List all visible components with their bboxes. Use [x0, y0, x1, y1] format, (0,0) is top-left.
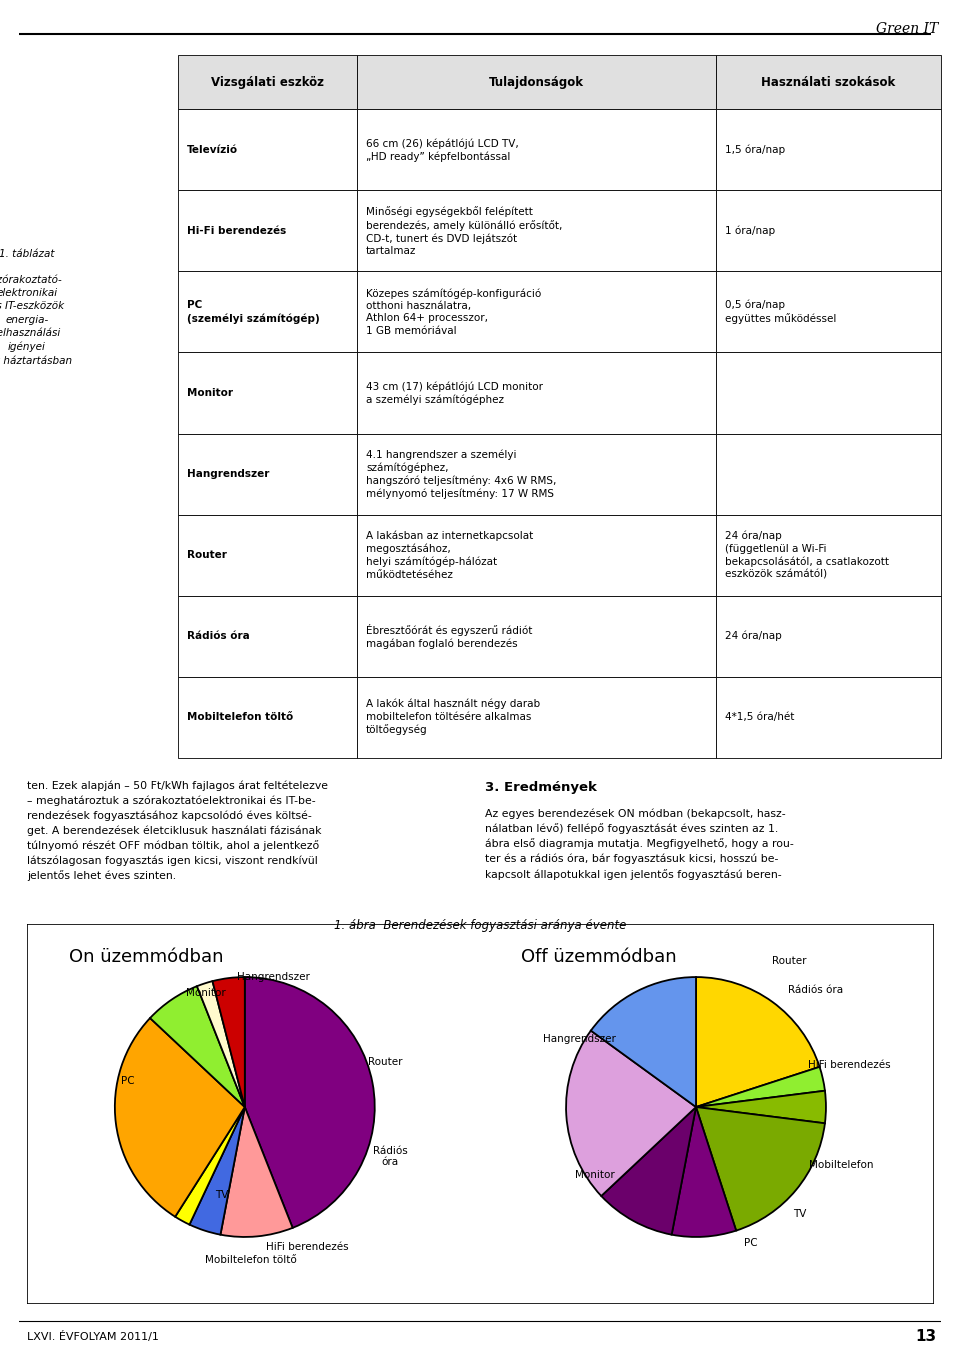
Wedge shape [696, 1107, 825, 1231]
Text: 1. ábra  Berendezések fogyasztási aránya évente: 1. ábra Berendezések fogyasztási aránya … [334, 919, 626, 932]
Wedge shape [197, 981, 245, 1107]
Bar [178, 677, 357, 758]
Wedge shape [696, 977, 820, 1107]
Text: Televízió: Televízió [187, 145, 238, 156]
Wedge shape [590, 977, 696, 1107]
Text: Minőségi egységekből felépített
berendezés, amely különálló erősítőt,
CD-t, tune: Minőségi egységekből felépített berendez… [366, 206, 563, 257]
Text: On üzemmódban: On üzemmódban [69, 949, 224, 966]
Text: 66 cm (26) képátlójú LCD TV,
„HD ready” képfelbontással: 66 cm (26) képátlójú LCD TV, „HD ready” … [366, 138, 518, 161]
Bar [357, 109, 715, 191]
Bar [357, 595, 715, 677]
Text: 3. Eredmények: 3. Eredmények [485, 781, 597, 794]
Text: Az egyes berendezések ON módban (bekapcsolt, hasz-
nálatban lévő) fellépő fogyas: Az egyes berendezések ON módban (bekapcs… [485, 808, 794, 879]
Text: Tulajdonságok: Tulajdonságok [489, 75, 584, 89]
Bar [178, 434, 357, 515]
Text: TV: TV [215, 1190, 228, 1200]
Bar [715, 595, 941, 677]
Text: 13: 13 [915, 1330, 936, 1343]
Text: A lakásban az internetkapcsolat
megosztásához,
helyi számítógép-hálózat
működtet: A lakásban az internetkapcsolat megosztá… [366, 531, 534, 580]
Text: 24 óra/nap: 24 óra/nap [725, 631, 781, 642]
Bar [715, 272, 941, 352]
Wedge shape [221, 1107, 293, 1237]
Text: Hangrendszer: Hangrendszer [542, 1035, 615, 1044]
Wedge shape [696, 1091, 826, 1123]
Bar [715, 191, 941, 272]
Text: Router: Router [772, 957, 806, 966]
Text: Közepes számítógép-konfiguráció
otthoni használatra,
Athlon 64+ processzor,
1 GB: Közepes számítógép-konfiguráció otthoni … [366, 288, 541, 336]
Text: 1 óra/nap: 1 óra/nap [725, 225, 775, 236]
Bar [715, 677, 941, 758]
Bar [715, 434, 941, 515]
Text: Hangrendszer: Hangrendszer [187, 470, 269, 479]
Text: Mobiltelefon töltő: Mobiltelefon töltő [187, 713, 293, 722]
Bar [715, 55, 941, 109]
Wedge shape [150, 986, 245, 1107]
Bar [715, 515, 941, 595]
Text: Használati szokások: Használati szokások [761, 75, 896, 89]
Bar [178, 272, 357, 352]
Wedge shape [566, 1031, 696, 1196]
Text: 1,5 óra/nap: 1,5 óra/nap [725, 145, 785, 156]
Bar [715, 109, 941, 191]
Bar [178, 55, 357, 109]
Text: 1. táblázat

Szórakoztató-
elektronikai
és IT-eszközök
energia-
felhasználási
ig: 1. táblázat Szórakoztató- elektronikai é… [0, 248, 72, 366]
Wedge shape [672, 1107, 736, 1237]
Text: Hi-Fi berendezés: Hi-Fi berendezés [187, 227, 286, 236]
Bar [357, 677, 715, 758]
Bar [357, 55, 715, 109]
Text: Mobiltelefon töltő: Mobiltelefon töltő [205, 1256, 298, 1265]
Text: Hangrendszer: Hangrendszer [237, 972, 310, 981]
Bar [357, 272, 715, 352]
Bar [357, 352, 715, 434]
Text: Mobiltelefon: Mobiltelefon [809, 1160, 874, 1171]
Text: ten. Ezek alapján – 50 Ft/kWh fajlagos árat feltételezve
– meghatároztuk a szóra: ten. Ezek alapján – 50 Ft/kWh fajlagos á… [27, 781, 328, 882]
Text: PC: PC [121, 1076, 134, 1087]
Text: Router: Router [368, 1057, 402, 1066]
Bar [178, 352, 357, 434]
Bar [357, 434, 715, 515]
Text: Green IT: Green IT [876, 22, 938, 35]
Bar [357, 191, 715, 272]
Text: 24 óra/nap
(függetlenül a Wi-Fi
bekapcsolásától, a csatlakozott
eszközök számátó: 24 óra/nap (függetlenül a Wi-Fi bekapcso… [725, 531, 889, 579]
Text: TV: TV [793, 1208, 806, 1219]
Text: 43 cm (17) képátlójú LCD monitor
a személyi számítógéphez: 43 cm (17) képátlójú LCD monitor a szemé… [366, 381, 543, 405]
Bar [715, 352, 941, 434]
Text: LXVI. ÉVFOLYAM 2011/1: LXVI. ÉVFOLYAM 2011/1 [27, 1331, 158, 1342]
Text: Monitor: Monitor [187, 388, 232, 399]
Text: Off üzemmódban: Off üzemmódban [520, 949, 676, 966]
Wedge shape [175, 1107, 245, 1224]
Text: HiFi berendezés: HiFi berendezés [808, 1061, 891, 1070]
Text: 4.1 hangrendszer a személyi
számítógéphez,
hangszóró teljesítmény: 4x6 W RMS,
mé: 4.1 hangrendszer a személyi számítógéphe… [366, 449, 557, 498]
Text: Router: Router [187, 550, 227, 560]
Wedge shape [696, 1067, 825, 1107]
Text: Rádiós óra: Rádiós óra [788, 986, 843, 995]
Text: 0,5 óra/nap
együttes működéssel: 0,5 óra/nap együttes működéssel [725, 300, 836, 324]
Text: 4*1,5 óra/hét: 4*1,5 óra/hét [725, 713, 794, 722]
Bar [357, 515, 715, 595]
Text: HiFi berendezés: HiFi berendezés [266, 1242, 348, 1252]
Text: PC
(személyi számítógép): PC (személyi számítógép) [187, 300, 320, 324]
Wedge shape [189, 1107, 245, 1235]
Wedge shape [245, 977, 374, 1228]
Wedge shape [601, 1107, 696, 1235]
Text: Monitor: Monitor [575, 1170, 614, 1179]
Text: PC: PC [744, 1238, 757, 1249]
Wedge shape [115, 1018, 245, 1216]
Bar [178, 515, 357, 595]
Bar [178, 191, 357, 272]
Text: Rádiós
óra: Rádiós óra [373, 1145, 408, 1167]
Text: Vizsgálati eszköz: Vizsgálati eszköz [211, 75, 324, 89]
Bar [178, 109, 357, 191]
Text: Rádiós óra: Rádiós óra [187, 631, 250, 642]
Wedge shape [212, 977, 245, 1107]
Text: Monitor: Monitor [186, 988, 226, 998]
Bar [178, 595, 357, 677]
Text: A lakók által használt négy darab
mobiltelefon töltésére alkalmas
töltőegység: A lakók által használt négy darab mobilt… [366, 699, 540, 736]
Text: Ébresztőórát és egyszerű rádiót
magában foglaló berendezés: Ébresztőórát és egyszerű rádiót magában … [366, 624, 533, 648]
